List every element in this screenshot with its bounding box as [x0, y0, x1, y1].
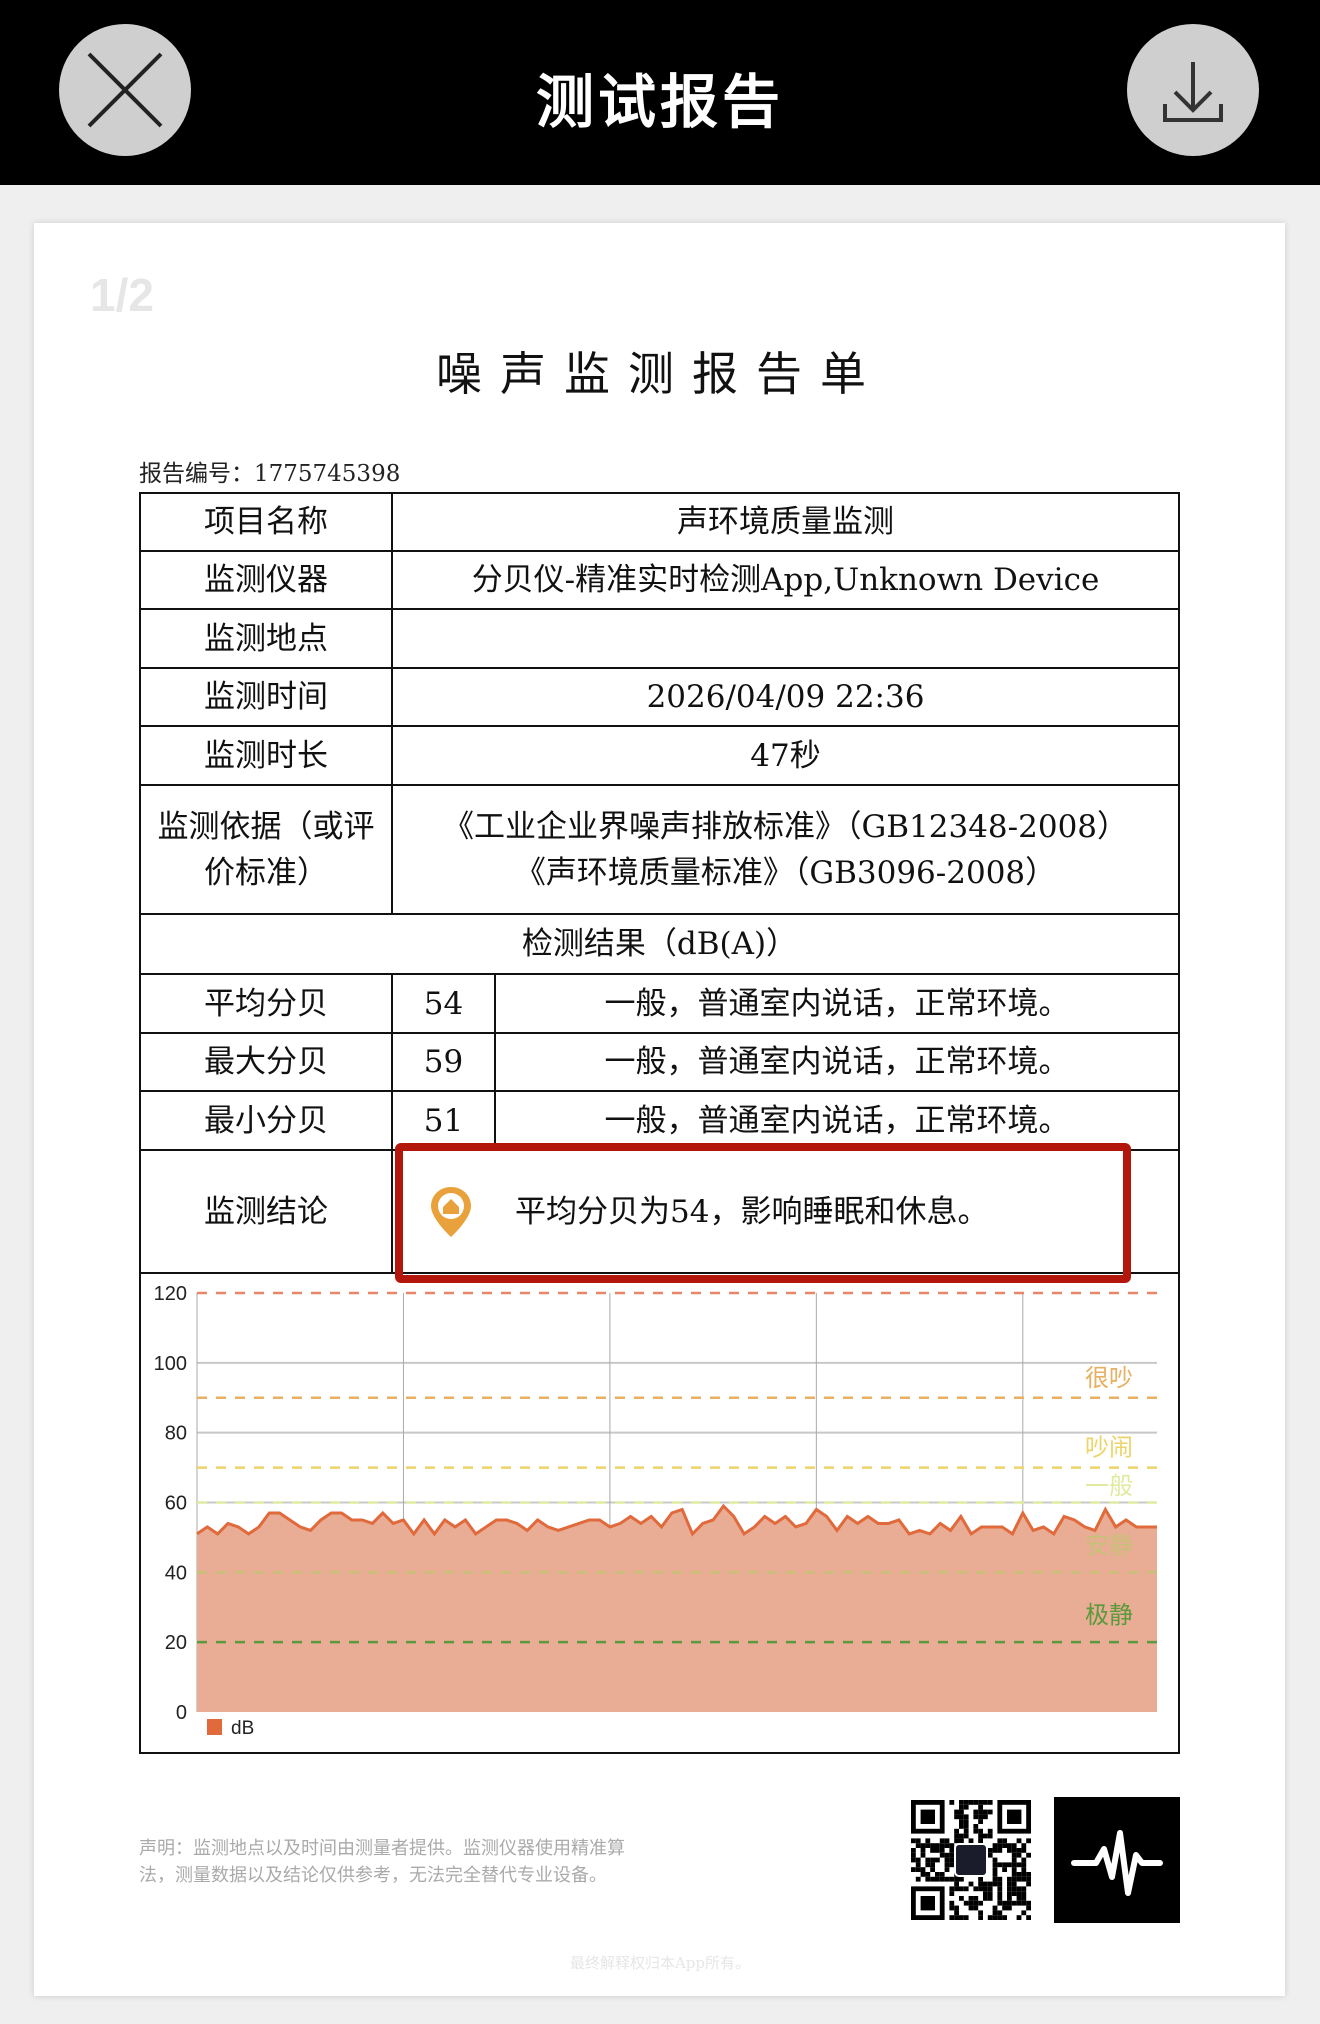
row-desc: 一般，普通室内说话，正常环境。 — [494, 1090, 1180, 1151]
row-label: 监测时长 — [139, 725, 393, 786]
row-value: 54 — [391, 973, 496, 1034]
y-tick-label: 60 — [165, 1493, 187, 1515]
row-value: 2026/04/09 22:36 — [391, 667, 1180, 727]
legend-swatch — [207, 1719, 222, 1735]
table-row: 监测地点 — [139, 608, 1180, 669]
conclusion-text: 平均分贝为54，影响睡眠和休息。 — [515, 1193, 989, 1230]
y-tick-label: 20 — [165, 1632, 187, 1654]
basis-line: 《声环境质量标准》（GB3096-2008） — [514, 854, 1057, 891]
table-row: 平均分贝 54 一般，普通室内说话，正常环境。 — [139, 973, 1180, 1034]
y-tick-label: 80 — [165, 1423, 187, 1445]
row-label: 项目名称 — [139, 492, 393, 552]
table-row: 监测时长 47秒 — [139, 725, 1180, 786]
threshold-label: 吵闹 — [1085, 1434, 1133, 1462]
chart-container: 0 20 40 60 80 100 120 很吵吵闹一般安静极静 dB — [139, 1272, 1180, 1754]
qr-code — [911, 1800, 1031, 1920]
area-fill — [197, 1505, 1157, 1712]
close-button[interactable] — [59, 24, 191, 156]
row-label: 监测依据（或评价标准） — [139, 784, 393, 915]
download-button[interactable] — [1127, 24, 1259, 156]
basis-line: 《工业企业界噪声排放标准》（GB12348-2008） — [442, 808, 1129, 845]
download-icon — [1163, 62, 1223, 122]
row-value — [391, 608, 1180, 669]
disclaimer-line: 法，测量数据以及结论仅供参考，无法完全替代专业设备。 — [139, 1865, 607, 1886]
row-label: 平均分贝 — [139, 973, 393, 1034]
report-number: 报告编号：1775745398 — [139, 461, 401, 487]
row-desc: 一般，普通室内说话，正常环境。 — [494, 1032, 1180, 1092]
top-bar: 测试报告 — [0, 0, 1320, 185]
page-indicator: 1/2 — [90, 269, 154, 321]
row-label: 最小分贝 — [139, 1090, 393, 1151]
table-row: 最大分贝 59 一般，普通室内说话，正常环境。 — [139, 1032, 1180, 1092]
legend-label: dB — [231, 1718, 254, 1739]
row-value: 47秒 — [391, 725, 1180, 786]
row-value: 声环境质量监测 — [391, 492, 1180, 552]
report-table: 项目名称 声环境质量监测 监测仪器 分贝仪-精准实时检测App,Unknown De… — [139, 492, 1180, 1274]
table-row: 项目名称 声环境质量监测 — [139, 492, 1180, 552]
page-title: 测试报告 — [535, 68, 784, 136]
table-row: 检测结果（dB(A)） — [139, 913, 1180, 975]
row-label: 监测结论 — [139, 1149, 393, 1274]
waveform-icon — [1071, 1830, 1163, 1896]
row-value: 平均分贝为54，影响睡眠和休息。 — [391, 1149, 1180, 1274]
disclaimer-line: 声明：监测地点以及时间由测量者提供。监测仪器使用精准算 — [139, 1838, 625, 1859]
footer-note: 最终解释权归本App所有。 — [569, 1954, 751, 1972]
results-header: 检测结果（dB(A)） — [139, 913, 1180, 975]
series-line — [196, 1503, 1157, 1537]
y-tick-label: 0 — [176, 1702, 187, 1724]
app-logo — [1054, 1797, 1180, 1923]
close-icon — [87, 52, 163, 128]
report-title: 噪声监测报告单 — [436, 347, 884, 401]
location-home-icon — [431, 1187, 471, 1237]
row-value: 51 — [391, 1090, 496, 1151]
table-row: 最小分贝 51 一般，普通室内说话，正常环境。 — [139, 1090, 1180, 1151]
table-row: 监测依据（或评价标准） 《工业企业界噪声排放标准》（GB12348-2008） 《声… — [139, 784, 1180, 915]
threshold-label: 很吵 — [1085, 1364, 1133, 1392]
row-label: 监测地点 — [139, 608, 393, 669]
highlight-box — [395, 1143, 1131, 1283]
threshold-label: 极静 — [1085, 1601, 1133, 1629]
y-tick-label: 100 — [154, 1353, 187, 1375]
row-label: 监测仪器 — [139, 550, 393, 610]
threshold-label: 安静 — [1085, 1531, 1133, 1559]
y-tick-label: 40 — [165, 1562, 187, 1584]
table-row: 监测仪器 分贝仪-精准实时检测App,Unknown Device — [139, 550, 1180, 610]
row-label: 监测时间 — [139, 667, 393, 727]
row-value: 分贝仪-精准实时检测App,Unknown Device — [391, 550, 1180, 610]
threshold-label: 一般 — [1085, 1472, 1133, 1500]
row-value: 《工业企业界噪声排放标准》（GB12348-2008） 《声环境质量标准》（GB3… — [391, 784, 1180, 915]
disclaimer: 声明：监测地点以及时间由测量者提供。监测仪器使用精准算 法，测量数据以及结论仅供参… — [139, 1835, 625, 1889]
row-label: 最大分贝 — [139, 1032, 393, 1092]
row-value: 59 — [391, 1032, 496, 1092]
row-desc: 一般，普通室内说话，正常环境。 — [494, 973, 1180, 1034]
table-row: 监测时间 2026/04/09 22:36 — [139, 667, 1180, 727]
table-row: 监测结论 平均分贝为54，影响睡眠和休息。 — [139, 1149, 1180, 1274]
y-tick-label: 120 — [154, 1283, 187, 1305]
